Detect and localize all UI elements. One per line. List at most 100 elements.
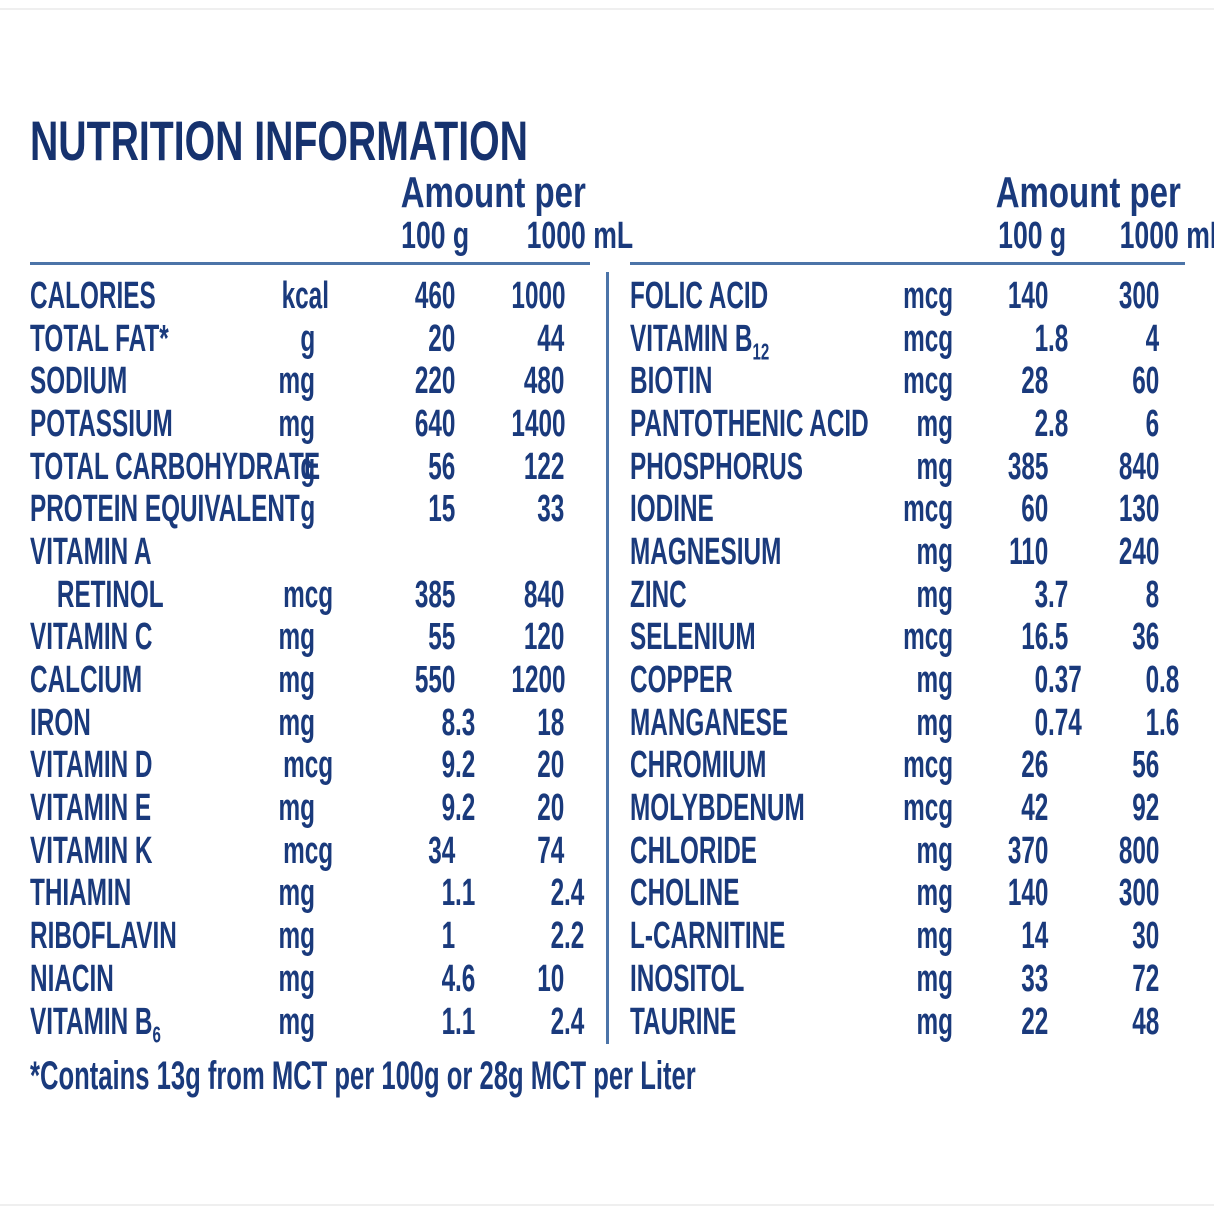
unit-text: mcg <box>902 360 953 403</box>
amount-per-text: Amount per <box>995 168 1181 217</box>
per-100g-int: 28 <box>1020 360 1048 403</box>
per-100g-frac-text: .6 <box>455 957 476 1000</box>
nutrient-label: VITAMIN E <box>30 787 255 830</box>
per-100g-int: 0 <box>1034 659 1048 702</box>
unit-cell: mcg <box>863 275 953 318</box>
unit-cell: mg <box>255 1001 315 1044</box>
per-100g-fraction <box>1048 531 1074 574</box>
per-1000ml-int: 2 <box>550 872 564 915</box>
per-100g-int: 16 <box>1020 616 1048 659</box>
per-1000ml-value: 4 <box>1074 318 1159 361</box>
col-header-100g-text: 100 g <box>400 215 469 257</box>
nutrient-label: VITAMIN B12 <box>630 318 863 363</box>
table-row: VITAMIN B6 mg 1.1 2.4 <box>30 1000 590 1048</box>
per-100g-int: 0 <box>1034 701 1048 744</box>
unit-cell: g <box>255 446 315 489</box>
per-100g-value: 140 <box>953 872 1048 915</box>
unit-cell: mg <box>255 787 315 830</box>
unit-text: mg <box>278 957 315 1000</box>
per-1000ml-value: 92 <box>1074 787 1159 830</box>
unit-text: mcg <box>283 573 334 616</box>
nutrient-label-text: SELENIUM <box>630 616 756 659</box>
page-title: NUTRITION INFORMATION <box>30 111 741 171</box>
nutrient-label: VITAMIN D <box>30 744 255 787</box>
nutrient-label-text: RIBOFLAVIN <box>30 915 177 958</box>
nutrient-label-text: POTASSIUM <box>30 402 173 445</box>
nutrient-label-text: CHOLINE <box>630 872 740 915</box>
per-100g-fraction: .1 <box>455 1001 481 1044</box>
per-1000ml-fraction <box>1159 360 1185 403</box>
nutrient-label: VITAMIN C <box>30 616 255 659</box>
table-row: TOTAL CARBOHYDRATE g 56 122 <box>30 446 590 489</box>
per-1000ml-fraction <box>1159 275 1185 318</box>
nutrient-label-text: VITAMIN K <box>30 829 153 872</box>
per-100g-value: 460 <box>315 275 455 318</box>
per-1000ml-int: 0 <box>1145 659 1159 702</box>
per-1000ml-fraction <box>1159 403 1185 446</box>
table-row: RIBOFLAVIN mg 1 2.2 <box>30 915 590 958</box>
per-1000ml-int: 1400 <box>511 402 566 445</box>
per-1000ml-int: 56 <box>1131 744 1159 787</box>
per-100g-fraction: .2 <box>455 787 481 830</box>
per-1000ml-value: 44 <box>481 318 564 361</box>
per-100g-fraction: .5 <box>1048 616 1074 659</box>
nutrient-label-text: INOSITOL <box>630 957 745 1000</box>
unit-cell: g <box>255 318 315 361</box>
nutrient-label: RETINOL <box>30 574 255 617</box>
nutrient-label: TOTAL FAT* <box>30 318 255 361</box>
per-1000ml-fraction <box>564 616 590 659</box>
per-1000ml-int: 6 <box>1145 402 1159 445</box>
per-100g-frac-text: .5 <box>1048 616 1069 659</box>
per-100g-fraction <box>1048 830 1074 873</box>
unit-cell: mcg <box>863 744 953 787</box>
table-row: INOSITOL mg 33 72 <box>630 958 1185 1001</box>
unit-text: mcg <box>902 787 953 830</box>
per-1000ml-int: 20 <box>536 787 564 830</box>
col-header-1000ml: 1000 mL <box>1074 216 1214 256</box>
per-1000ml-value: 0 <box>1074 659 1159 702</box>
per-1000ml-fraction <box>1159 787 1185 830</box>
per-100g-value: 110 <box>953 531 1048 574</box>
per-1000ml-fraction <box>564 446 590 489</box>
per-100g-value: 0 <box>953 702 1048 745</box>
per-1000ml-fraction <box>1159 744 1185 787</box>
nutrient-label-text: VITAMIN B6 <box>30 1000 161 1048</box>
unit-text: mcg <box>902 616 953 659</box>
per-100g-value: 385 <box>315 574 455 617</box>
nutrient-label: RIBOFLAVIN <box>30 915 255 958</box>
per-1000ml-value: 840 <box>481 574 564 617</box>
nutrient-label: L-CARNITINE <box>630 915 863 958</box>
unit-text: mg <box>278 915 315 958</box>
column-headers-right: 100 g 1000 mL <box>630 216 1214 256</box>
unit-cell <box>255 531 315 574</box>
nutrient-label-text: VITAMIN E <box>30 787 152 830</box>
per-100g-int: 370 <box>1007 829 1048 872</box>
per-100g-frac-text: .2 <box>455 787 476 830</box>
table-row: CALORIES kcal 460 1000 <box>30 275 590 318</box>
per-100g-fraction: .3 <box>455 702 481 745</box>
per-100g-value: 55 <box>315 616 455 659</box>
per-1000ml-frac-text: .8 <box>1159 659 1180 702</box>
per-1000ml-int: 122 <box>523 445 564 488</box>
per-100g-int: 1 <box>441 1000 455 1043</box>
per-100g-frac-text: .7 <box>1048 573 1069 616</box>
per-100g-value: 28 <box>953 360 1048 403</box>
unit-text: mcg <box>283 829 334 872</box>
unit-cell: mcg <box>255 744 333 787</box>
per-100g-fraction <box>455 488 481 531</box>
nutrient-label-text: VITAMIN A <box>30 530 152 573</box>
per-100g-frac-text: .74 <box>1048 701 1082 744</box>
unit-cell: mg <box>863 1001 953 1044</box>
table-row: VITAMIN D mcg 9.2 20 <box>30 744 590 788</box>
per-1000ml-value: 130 <box>1074 488 1159 531</box>
per-100g-fraction <box>455 360 481 403</box>
per-1000ml-int: 300 <box>1118 274 1159 317</box>
unit-cell: mg <box>255 360 315 403</box>
unit-cell: mcg <box>255 574 333 617</box>
per-1000ml-value: 8 <box>1074 574 1159 617</box>
per-1000ml-fraction <box>564 531 590 574</box>
nutrient-label-text: FOLIC ACID <box>630 274 769 317</box>
per-100g-value: 140 <box>953 275 1048 318</box>
nutrient-label: SELENIUM <box>630 616 863 659</box>
per-100g-fraction <box>455 403 481 446</box>
